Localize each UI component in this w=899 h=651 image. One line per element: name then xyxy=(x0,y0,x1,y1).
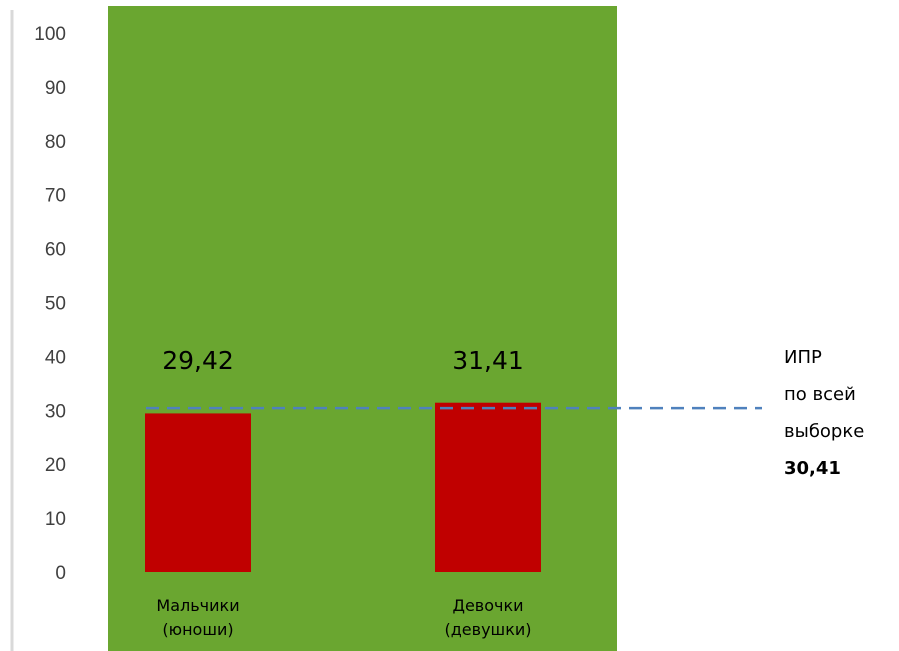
y-tick-label: 0 xyxy=(55,563,66,584)
y-tick-label: 80 xyxy=(45,132,66,153)
reference-label-line: выборке xyxy=(784,421,864,442)
category-label: (девушки) xyxy=(445,620,532,639)
category-label: Девочки xyxy=(452,596,523,615)
reference-label-line: по всей xyxy=(784,384,856,405)
data-label: 31,41 xyxy=(452,346,524,375)
data-label: 29,42 xyxy=(162,346,234,375)
y-tick-label: 40 xyxy=(45,347,66,368)
y-tick-label: 10 xyxy=(45,509,66,530)
category-label: (юноши) xyxy=(162,620,233,639)
y-tick-label: 30 xyxy=(45,401,66,422)
y-tick-label: 50 xyxy=(45,294,66,315)
bars xyxy=(145,402,541,572)
y-tick-label: 100 xyxy=(34,24,66,45)
y-tick-labels: 0 10 20 30 40 50 60 70 80 90 100 xyxy=(34,24,66,584)
reference-annotation: ИПР по всей выборке 30,41 xyxy=(784,347,864,479)
bar xyxy=(145,413,251,572)
reference-value-label: 30,41 xyxy=(784,458,841,479)
reference-label-line: ИПР xyxy=(784,347,822,368)
data-labels: 29,42 31,41 xyxy=(162,346,524,375)
category-label: Мальчики xyxy=(156,596,239,615)
y-tick-label: 20 xyxy=(45,455,66,476)
bar xyxy=(435,402,541,572)
y-tick-label: 90 xyxy=(45,78,66,99)
y-tick-label: 70 xyxy=(45,186,66,207)
y-tick-label: 60 xyxy=(45,240,66,261)
category-labels: Мальчики (юноши) Девочки (девушки) xyxy=(156,596,531,639)
